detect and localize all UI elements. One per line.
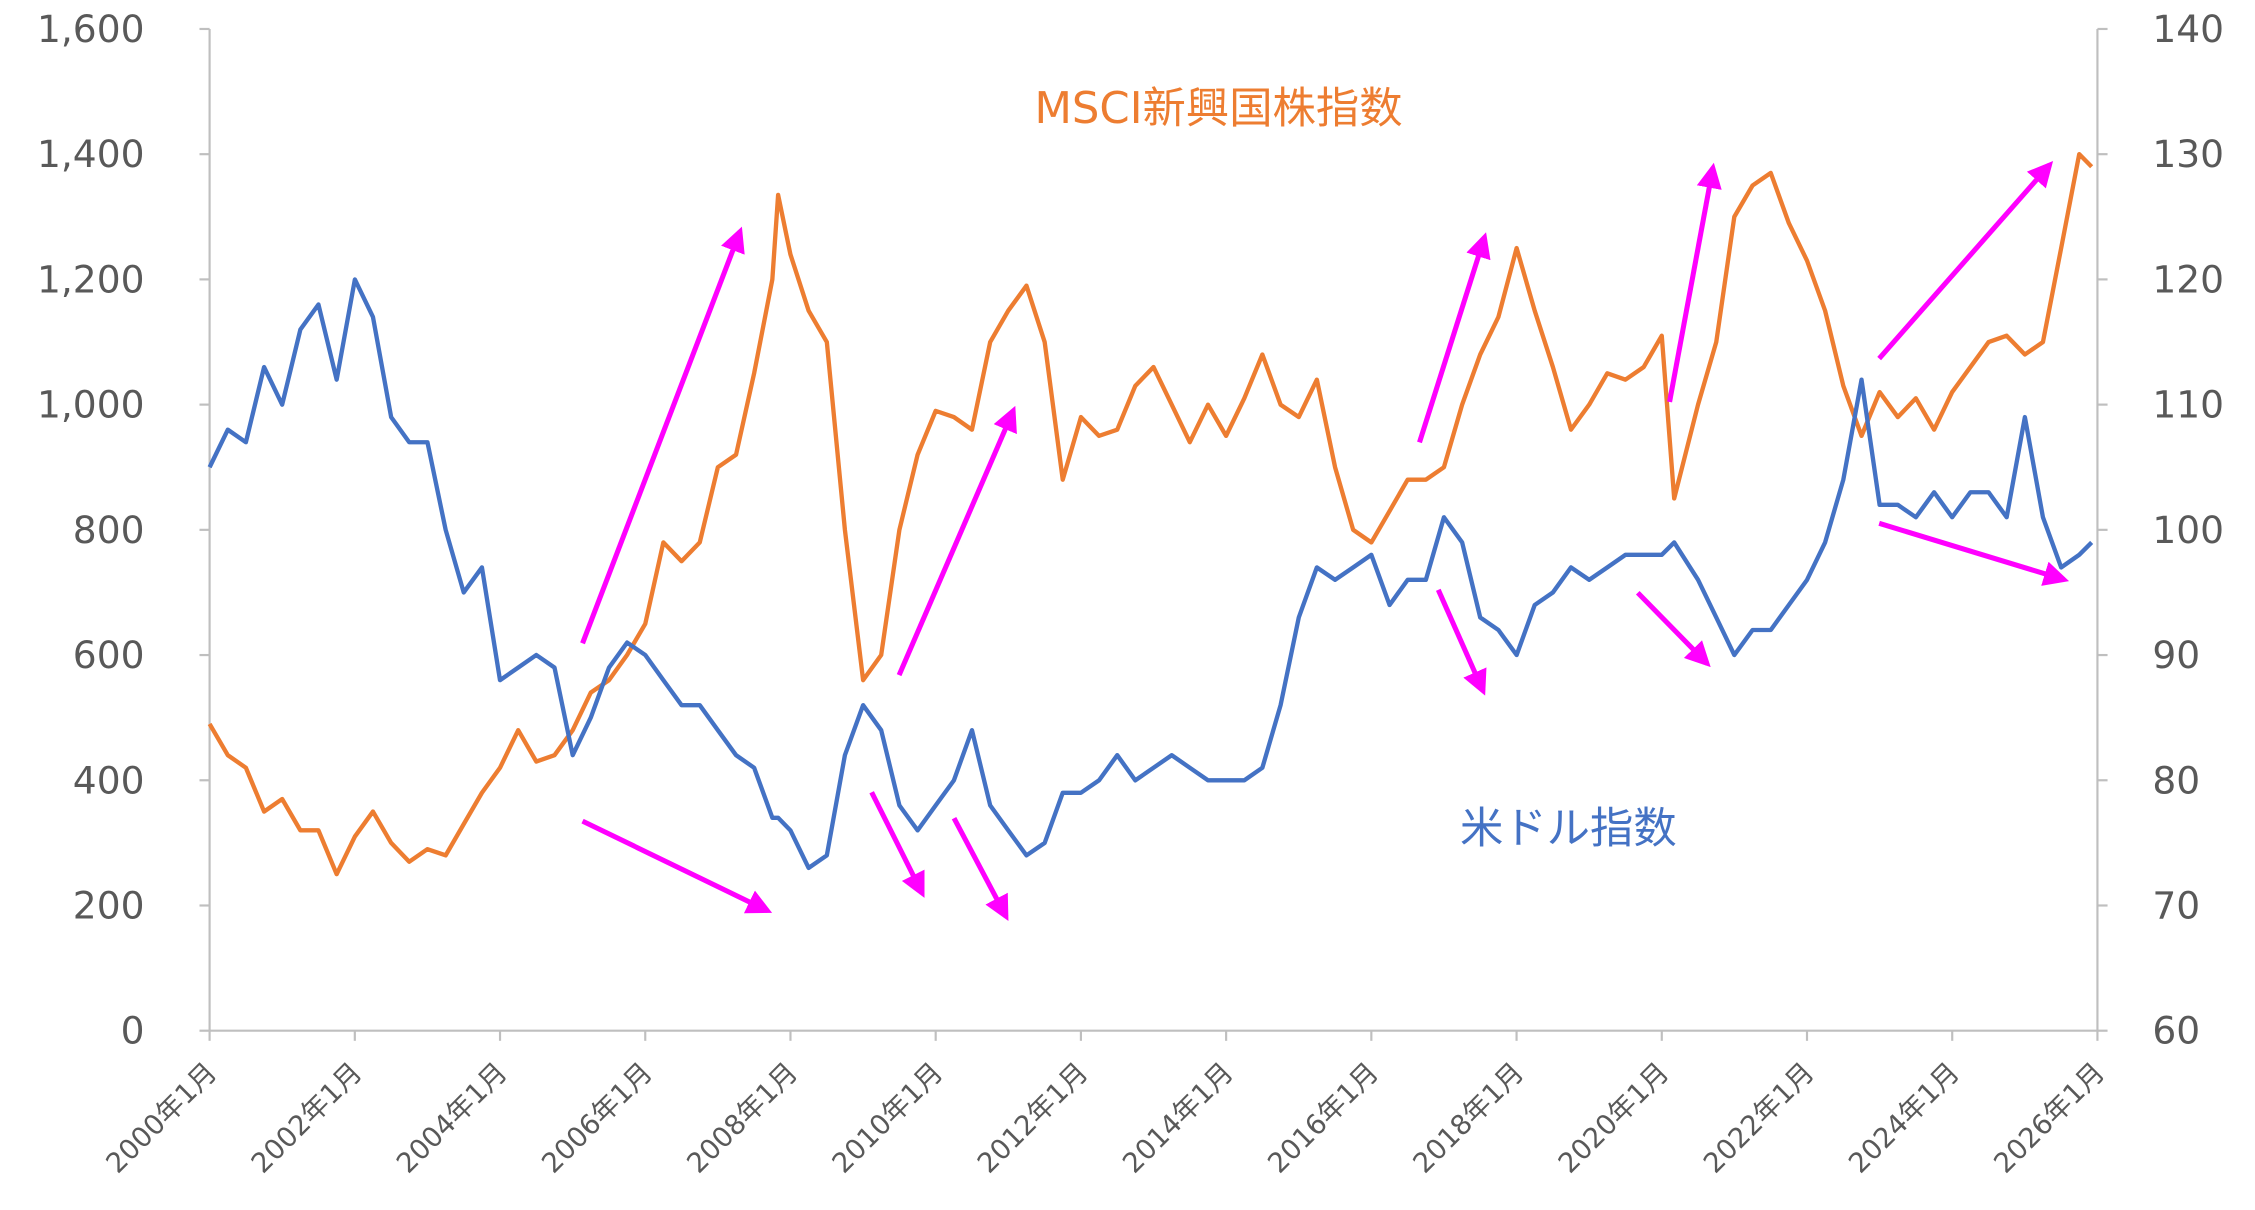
x-tick-label: 2000年1月 xyxy=(101,1057,224,1180)
arrow xyxy=(951,817,1009,921)
y-tick-label: 1,600 xyxy=(37,7,145,51)
y2-tick-label: 110 xyxy=(2152,383,2224,427)
y2-tick-label: 80 xyxy=(2152,758,2200,802)
arrow xyxy=(1635,590,1711,668)
y-tick-label: 600 xyxy=(73,633,145,677)
series-label: 米ドル指数 xyxy=(1460,804,1677,854)
y-tick-label: 0 xyxy=(121,1009,145,1053)
y-tick-label: 800 xyxy=(73,508,145,552)
x-tick-label: 2020年1月 xyxy=(1553,1057,1676,1180)
arrow xyxy=(869,791,925,898)
arrow xyxy=(1667,162,1722,403)
arrow xyxy=(580,226,745,645)
y2-tick-label: 70 xyxy=(2152,883,2200,927)
x-tick-label: 2026年1月 xyxy=(1989,1057,2112,1180)
x-tick-label: 2014年1月 xyxy=(1117,1057,1240,1180)
series-label: MSCI新興国株指数 xyxy=(1034,84,1402,134)
x-tick-label: 2016年1月 xyxy=(1262,1057,1385,1180)
x-tick-label: 2024年1月 xyxy=(1843,1057,1966,1180)
arrow xyxy=(1435,588,1487,696)
x-tick-label: 2018年1月 xyxy=(1408,1057,1531,1180)
series-line xyxy=(207,151,2094,877)
x-tick-label: 2006年1月 xyxy=(536,1057,659,1180)
arrow xyxy=(1878,520,2070,586)
y-tick-label: 1,400 xyxy=(37,132,145,176)
x-tick-label: 2004年1月 xyxy=(391,1057,514,1180)
arrow xyxy=(896,405,1017,677)
x-tick-label: 2002年1月 xyxy=(246,1057,369,1180)
y2-tick-label: 100 xyxy=(2152,508,2224,552)
y-tick-label: 400 xyxy=(73,758,145,802)
y-tick-label: 1,200 xyxy=(37,257,145,301)
arrows xyxy=(580,161,2070,921)
y-tick-label: 1,000 xyxy=(37,383,145,427)
y2-tick-label: 140 xyxy=(2152,7,2224,51)
x-tick-label: 2012年1月 xyxy=(972,1057,1095,1180)
y2-tick-label: 130 xyxy=(2152,132,2224,176)
plot: 0 200 400 600 800 1,000 1,200 1,400 1,600 60 70 80 9… xyxy=(37,7,2224,1180)
y2-tick-label: 120 xyxy=(2152,257,2224,301)
x-tick-label: 2022年1月 xyxy=(1698,1057,1821,1180)
x-tick-label: 2008年1月 xyxy=(682,1057,805,1180)
y2-tick-label: 90 xyxy=(2152,633,2200,677)
arrow xyxy=(581,818,773,914)
y2-tick-label: 60 xyxy=(2152,1009,2200,1053)
arrow xyxy=(1417,232,1491,444)
y-tick-label: 200 xyxy=(73,883,145,927)
arrow xyxy=(1877,161,2054,361)
x-tick-label: 2010年1月 xyxy=(827,1057,950,1180)
series-line xyxy=(207,277,2094,871)
